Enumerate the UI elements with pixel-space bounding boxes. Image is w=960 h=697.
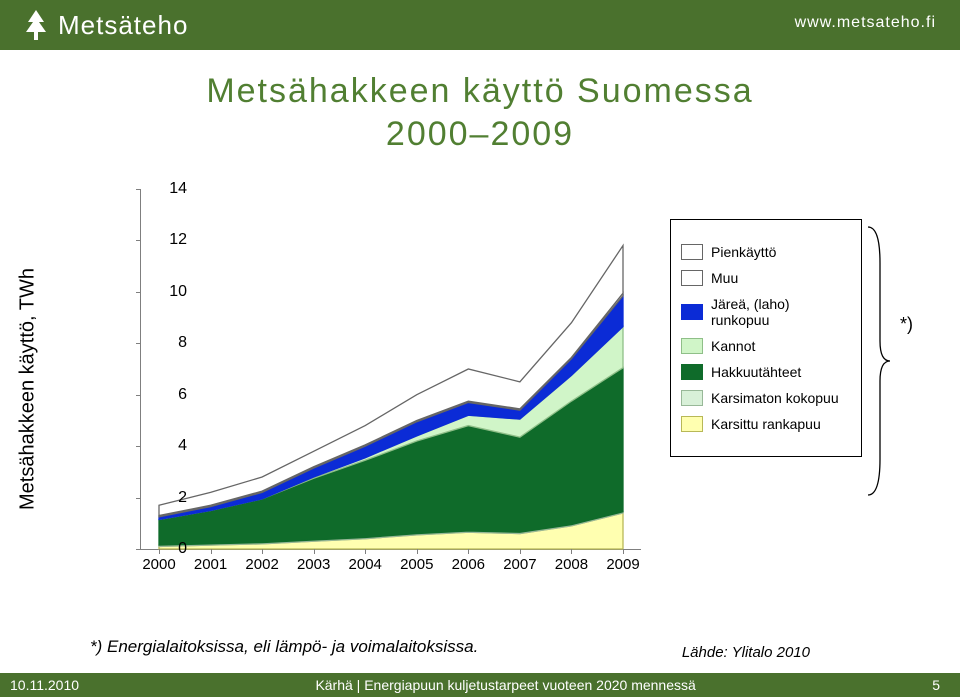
- x-tick-label: 2006: [452, 556, 485, 573]
- legend-item: Kannot: [681, 338, 851, 354]
- brand-name: Metsäteho: [58, 10, 188, 41]
- stacked-area-chart: 0246810121420002001200220032004200520062…: [140, 189, 641, 550]
- legend-swatch: [681, 304, 703, 320]
- asterisk-marker: *): [900, 314, 913, 335]
- footer-center: Kärhä | Energiapuun kuljetustarpeet vuot…: [79, 677, 932, 693]
- y-tick: [136, 292, 141, 293]
- x-tick-label: 2004: [349, 556, 382, 573]
- x-tick: [262, 549, 263, 554]
- legend-label: Hakkuutähteet: [711, 364, 801, 380]
- x-tick-label: 2009: [606, 556, 639, 573]
- site-url: www.metsateho.fi: [795, 14, 936, 32]
- y-tick-label: 12: [163, 231, 187, 249]
- legend-swatch: [681, 338, 703, 354]
- footnote: *) Energialaitoksissa, eli lämpö- ja voi…: [90, 637, 960, 657]
- legend-item: Karsittu rankapuu: [681, 416, 851, 432]
- chart-container: Metsähakkeen käyttö, TWh 024681012142000…: [90, 179, 910, 599]
- x-tick-label: 2008: [555, 556, 588, 573]
- y-tick: [136, 189, 141, 190]
- legend-label: Järeä, (laho) runkopuu: [711, 296, 851, 328]
- legend-item: Pienkäyttö: [681, 244, 851, 260]
- x-tick: [314, 549, 315, 554]
- legend-swatch: [681, 390, 703, 406]
- y-tick: [136, 498, 141, 499]
- y-tick-label: 10: [163, 283, 187, 301]
- page-title: Metsähakkeen käyttö Suomessa 2000–2009: [0, 70, 960, 155]
- x-tick-label: 2005: [400, 556, 433, 573]
- x-tick-label: 2000: [142, 556, 175, 573]
- legend-swatch: [681, 270, 703, 286]
- legend-item: Muu: [681, 270, 851, 286]
- x-tick: [571, 549, 572, 554]
- x-tick: [365, 549, 366, 554]
- x-tick: [159, 549, 160, 554]
- legend-swatch: [681, 244, 703, 260]
- x-tick-label: 2001: [194, 556, 227, 573]
- y-axis-label: Metsähakkeen käyttö, TWh: [17, 268, 40, 510]
- legend-label: Muu: [711, 270, 738, 286]
- y-tick: [136, 549, 141, 550]
- header-bar: Metsäteho www.metsateho.fi: [0, 0, 960, 50]
- chart-legend: Pienkäyttö Muu Järeä, (laho) runkopuu Kanno…: [670, 219, 862, 457]
- legend-swatch: [681, 364, 703, 380]
- x-tick-label: 2003: [297, 556, 330, 573]
- legend-label: Pienkäyttö: [711, 244, 776, 260]
- y-tick: [136, 240, 141, 241]
- y-tick-label: 6: [163, 386, 187, 404]
- title-line1: Metsähakkeen käyttö Suomessa: [0, 70, 960, 113]
- legend-swatch: [681, 416, 703, 432]
- legend-label: Karsittu rankapuu: [711, 416, 821, 432]
- y-tick-label: 8: [163, 334, 187, 352]
- x-tick: [211, 549, 212, 554]
- brace-icon: [862, 223, 892, 499]
- x-tick: [468, 549, 469, 554]
- legend-item: Karsimaton kokopuu: [681, 390, 851, 406]
- legend-item: Järeä, (laho) runkopuu: [681, 296, 851, 328]
- y-tick-label: 2: [163, 489, 187, 507]
- y-tick: [136, 395, 141, 396]
- x-tick-label: 2007: [503, 556, 536, 573]
- tree-icon: [24, 10, 48, 40]
- title-line2: 2000–2009: [0, 113, 960, 156]
- y-tick-label: 14: [163, 180, 187, 198]
- footer-page: 5: [932, 677, 960, 693]
- x-tick: [623, 549, 624, 554]
- y-tick: [136, 343, 141, 344]
- y-tick-label: 4: [163, 437, 187, 455]
- source-citation: Lähde: Ylitalo 2010: [682, 644, 810, 661]
- y-tick: [136, 446, 141, 447]
- footer-bar: 10.11.2010 Kärhä | Energiapuun kuljetust…: [0, 673, 960, 697]
- legend-label: Kannot: [711, 338, 755, 354]
- footer-date: 10.11.2010: [0, 677, 79, 693]
- x-tick: [417, 549, 418, 554]
- x-tick-label: 2002: [245, 556, 278, 573]
- x-tick: [520, 549, 521, 554]
- legend-label: Karsimaton kokopuu: [711, 390, 839, 406]
- legend-item: Hakkuutähteet: [681, 364, 851, 380]
